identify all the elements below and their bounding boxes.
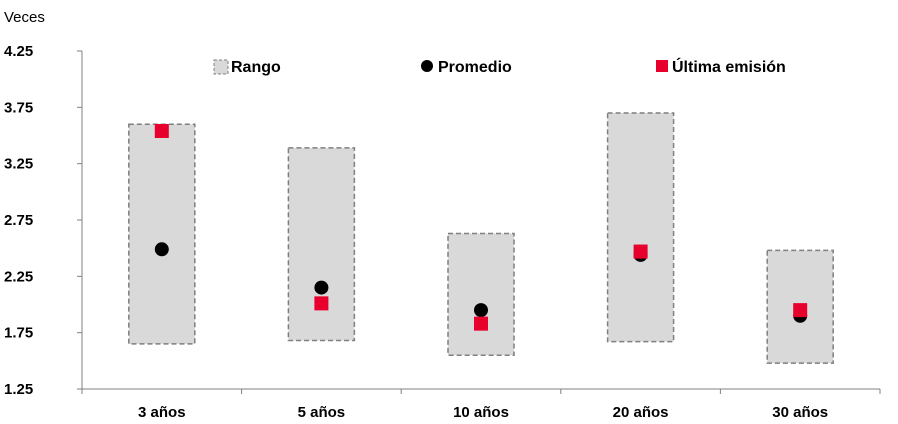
x-tick-label: 10 años	[453, 404, 509, 421]
y-tick-label: 3.25	[4, 156, 33, 173]
last-issue-point	[793, 303, 808, 318]
y-tick-label: 1.75	[4, 325, 33, 342]
y-tick-label: 3.75	[4, 99, 33, 116]
legend-label-last-issue: Última emisión	[672, 57, 786, 76]
y-axis-label: Veces	[4, 9, 45, 26]
average-point	[314, 280, 329, 295]
y-tick-label: 1.25	[4, 381, 33, 398]
y-tick-label: 2.75	[4, 212, 33, 229]
x-tick-label: 30 años	[772, 404, 828, 421]
last-issue-point	[474, 316, 488, 331]
legend-swatch-last-issue	[656, 60, 668, 72]
legend-swatch-average	[421, 60, 433, 72]
range-boxes	[128, 112, 834, 364]
legend-swatch-range	[213, 59, 229, 75]
average-point	[474, 303, 488, 318]
legend: Rango Promedio Última emisión	[213, 57, 786, 76]
last-issue-point	[314, 296, 329, 311]
legend-label-range: Rango	[231, 59, 281, 76]
range-box	[606, 112, 675, 343]
range-box	[447, 232, 515, 356]
last-issue-point	[633, 244, 648, 259]
x-axis-ticks: 3 años 5 años 10 años 20 años 30 años	[81, 389, 881, 421]
x-tick-label: 20 años	[613, 404, 669, 421]
x-tick-label: 3 años	[138, 404, 186, 421]
average-point	[154, 242, 169, 257]
y-tick-label: 2.25	[4, 268, 33, 285]
legend-label-average: Promedio	[438, 59, 512, 76]
y-axis-ticks: 1.25 1.75 2.25 2.75 3.25 3.75 4.25	[4, 43, 82, 398]
range-box	[128, 123, 196, 345]
range-box	[287, 147, 356, 342]
y-tick-label: 4.25	[4, 43, 33, 60]
last-issue-point	[154, 123, 169, 138]
x-tick-label: 5 años	[298, 404, 346, 421]
last-issue-points	[154, 123, 808, 331]
